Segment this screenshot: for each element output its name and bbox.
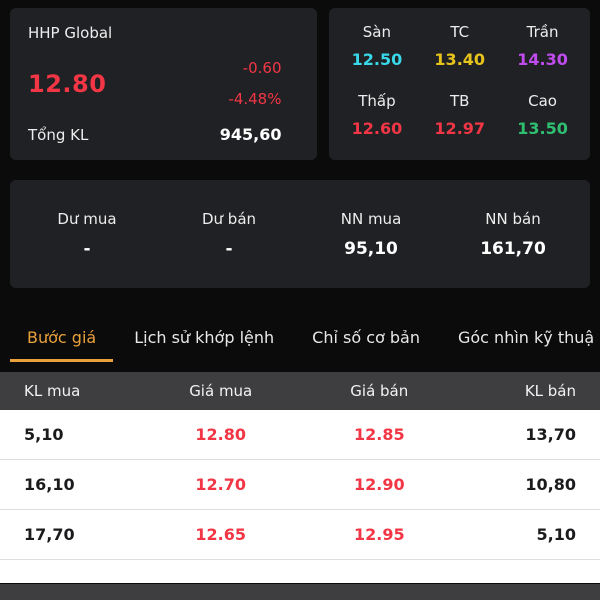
stat-ceiling-value: 14.30 — [517, 50, 568, 69]
ask-price-cell: 12.90 — [353, 475, 405, 494]
stat-floor-value: 12.50 — [351, 50, 403, 69]
ask-volume-cell: 10,80 — [525, 475, 576, 494]
bid-price-cell: 12.70 — [195, 475, 247, 494]
symbol-name: HHP Global — [28, 24, 113, 42]
summary-du-ban-value: - — [225, 238, 233, 259]
bid-volume-cell: 17,70 — [24, 525, 75, 544]
col-header-kl-mua: KL mua — [24, 382, 81, 400]
summary-nn-ban-label: NN bán — [485, 209, 541, 228]
order-book-row[interactable]: 16,10 12.70 12.90 10,80 — [0, 460, 600, 510]
summary-du-mua: Dư mua - — [16, 210, 158, 259]
summary-du-ban: Dư bán - — [158, 210, 300, 259]
bid-price-cell: 12.65 — [195, 525, 247, 544]
stat-low-label: Thấp — [358, 92, 396, 110]
order-summary-card: Dư mua - Dư bán - NN mua 95,10 NN bán 16… — [10, 180, 590, 288]
stat-floor: Sàn 12.50 — [335, 23, 418, 76]
bid-price-cell: 12.80 — [195, 425, 247, 444]
stat-average-value: 12.97 — [434, 119, 486, 138]
summary-nn-mua: NN mua 95,10 — [300, 210, 442, 259]
tab-chi-so-co-ban[interactable]: Chỉ số cơ bản — [312, 328, 420, 347]
next-section-header-partial — [0, 584, 600, 600]
last-price: 12.80 — [28, 69, 107, 98]
summary-nn-mua-label: NN mua — [340, 209, 402, 228]
order-book-row[interactable]: 5,10 12.80 12.85 13,70 — [0, 410, 600, 460]
col-header-gia-mua: Giá mua — [189, 382, 253, 400]
tab-bar: Bước giá Lịch sử khớp lệnh Chỉ số cơ bản… — [0, 316, 600, 362]
tab-goc-nhin-ky-thuat[interactable]: Góc nhìn kỹ thuậ — [457, 328, 595, 347]
top-section: HHP Global 12.80 -0.60 -4.48% Tổng KL 94… — [0, 0, 600, 160]
price-changes: -0.60 -4.48% — [228, 59, 281, 108]
col-header-gia-ban: Giá bán — [350, 382, 409, 400]
order-book-row[interactable]: 17,70 12.65 12.95 5,10 — [0, 510, 600, 560]
summary-du-mua-value: - — [83, 238, 91, 259]
tab-lich-su-khop-lenh[interactable]: Lịch sử khớp lệnh — [134, 328, 275, 347]
tab-buoc-gia[interactable]: Bước giá — [10, 316, 114, 362]
stat-average: TB 12.97 — [418, 92, 501, 145]
price-change-percent: -4.48% — [228, 90, 282, 108]
stat-low: Thấp 12.60 — [335, 92, 418, 145]
order-book-header: KL mua Giá mua Giá bán KL bán — [0, 372, 600, 410]
ask-price-cell: 12.85 — [353, 425, 405, 444]
summary-section: Dư mua - Dư bán - NN mua 95,10 NN bán 16… — [0, 160, 600, 288]
stat-ceiling: Trần 14.30 — [501, 23, 584, 76]
ask-volume-cell: 5,10 — [536, 525, 576, 544]
price-stats-card: Sàn 12.50 TC 13.40 Trần 14.30 Thấp 12.60… — [329, 8, 590, 160]
price-change: -0.60 — [242, 59, 282, 77]
total-volume-row: Tổng KL 945,60 — [28, 125, 281, 144]
ask-volume-cell: 13,70 — [525, 425, 576, 444]
stat-high-value: 13.50 — [517, 119, 568, 138]
summary-nn-ban-value: 161,70 — [480, 238, 546, 259]
col-header-kl-ban: KL bán — [524, 382, 576, 400]
stat-high-label: Cao — [528, 92, 557, 110]
bid-volume-cell: 5,10 — [24, 425, 64, 444]
summary-du-mua-label: Dư mua — [57, 209, 117, 228]
summary-du-ban-label: Dư bán — [201, 209, 257, 228]
summary-nn-ban: NN bán 161,70 — [442, 210, 584, 259]
stat-average-label: TB — [450, 92, 470, 110]
stat-reference: TC 13.40 — [418, 23, 501, 76]
stat-reference-label: TC — [450, 23, 470, 41]
stat-high: Cao 13.50 — [501, 92, 584, 145]
stat-reference-value: 13.40 — [434, 50, 486, 69]
stat-low-value: 12.60 — [351, 119, 403, 138]
ask-price-cell: 12.95 — [353, 525, 405, 544]
total-volume-value: 945,60 — [219, 125, 282, 144]
stat-ceiling-label: Trần — [526, 23, 559, 41]
stat-floor-label: Sàn — [362, 23, 392, 41]
price-row: 12.80 -0.60 -4.48% — [28, 59, 281, 108]
total-volume-label: Tổng KL — [28, 126, 89, 144]
quote-card: HHP Global 12.80 -0.60 -4.48% Tổng KL 94… — [10, 8, 318, 160]
order-book-body: 5,10 12.80 12.85 13,70 16,10 12.70 12.90… — [0, 410, 600, 583]
summary-nn-mua-value: 95,10 — [344, 238, 398, 259]
bid-volume-cell: 16,10 — [24, 475, 75, 494]
